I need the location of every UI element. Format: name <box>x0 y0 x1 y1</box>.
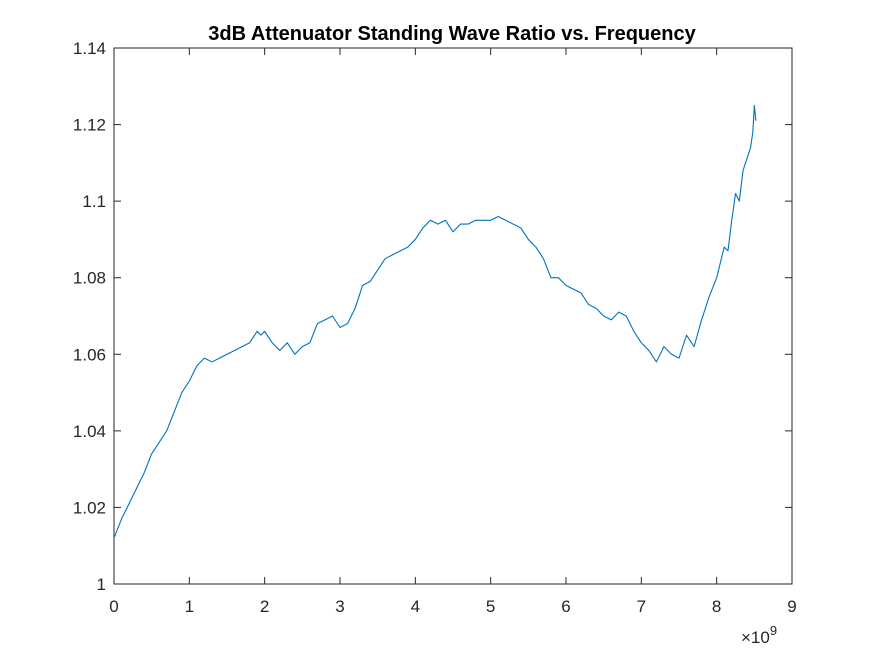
x-exponent-power: 9 <box>770 623 777 638</box>
series-line <box>113 104 757 539</box>
y-tick-label: 1.04 <box>73 422 106 441</box>
y-tick-label: 1.02 <box>73 498 106 517</box>
y-tick-label: 1.08 <box>73 269 106 288</box>
y-tick-label: 1.1 <box>82 192 106 211</box>
x-axis-exponent: ×109 <box>741 623 777 647</box>
x-axis: 0 1 2 3 4 5 6 7 8 9 <box>109 48 797 616</box>
x-tick-label: 6 <box>561 597 570 616</box>
x-tick-label: 0 <box>109 597 118 616</box>
x-tick-label: 5 <box>486 597 495 616</box>
x-tick-label: 7 <box>637 597 646 616</box>
x-tick-label: 1 <box>185 597 194 616</box>
x-exponent-base: ×10 <box>741 628 770 647</box>
x-tick-label: 4 <box>411 597 420 616</box>
plot-area <box>113 47 793 585</box>
x-tick-label: 8 <box>712 597 721 616</box>
x-tick-label: 2 <box>260 597 269 616</box>
x-tick-label: 9 <box>787 597 796 616</box>
x-tick-label: 3 <box>335 597 344 616</box>
y-tick-label: 1.06 <box>73 345 106 364</box>
y-tick-label: 1.14 <box>73 39 106 58</box>
y-axis: 1 1.02 1.04 1.06 1.08 1.1 1.12 1.14 <box>73 39 792 594</box>
chart-title: 3dB Attenuator Standing Wave Ratio vs. F… <box>208 23 696 45</box>
y-tick-label: 1 <box>97 575 106 594</box>
y-tick-label: 1.12 <box>73 116 106 135</box>
